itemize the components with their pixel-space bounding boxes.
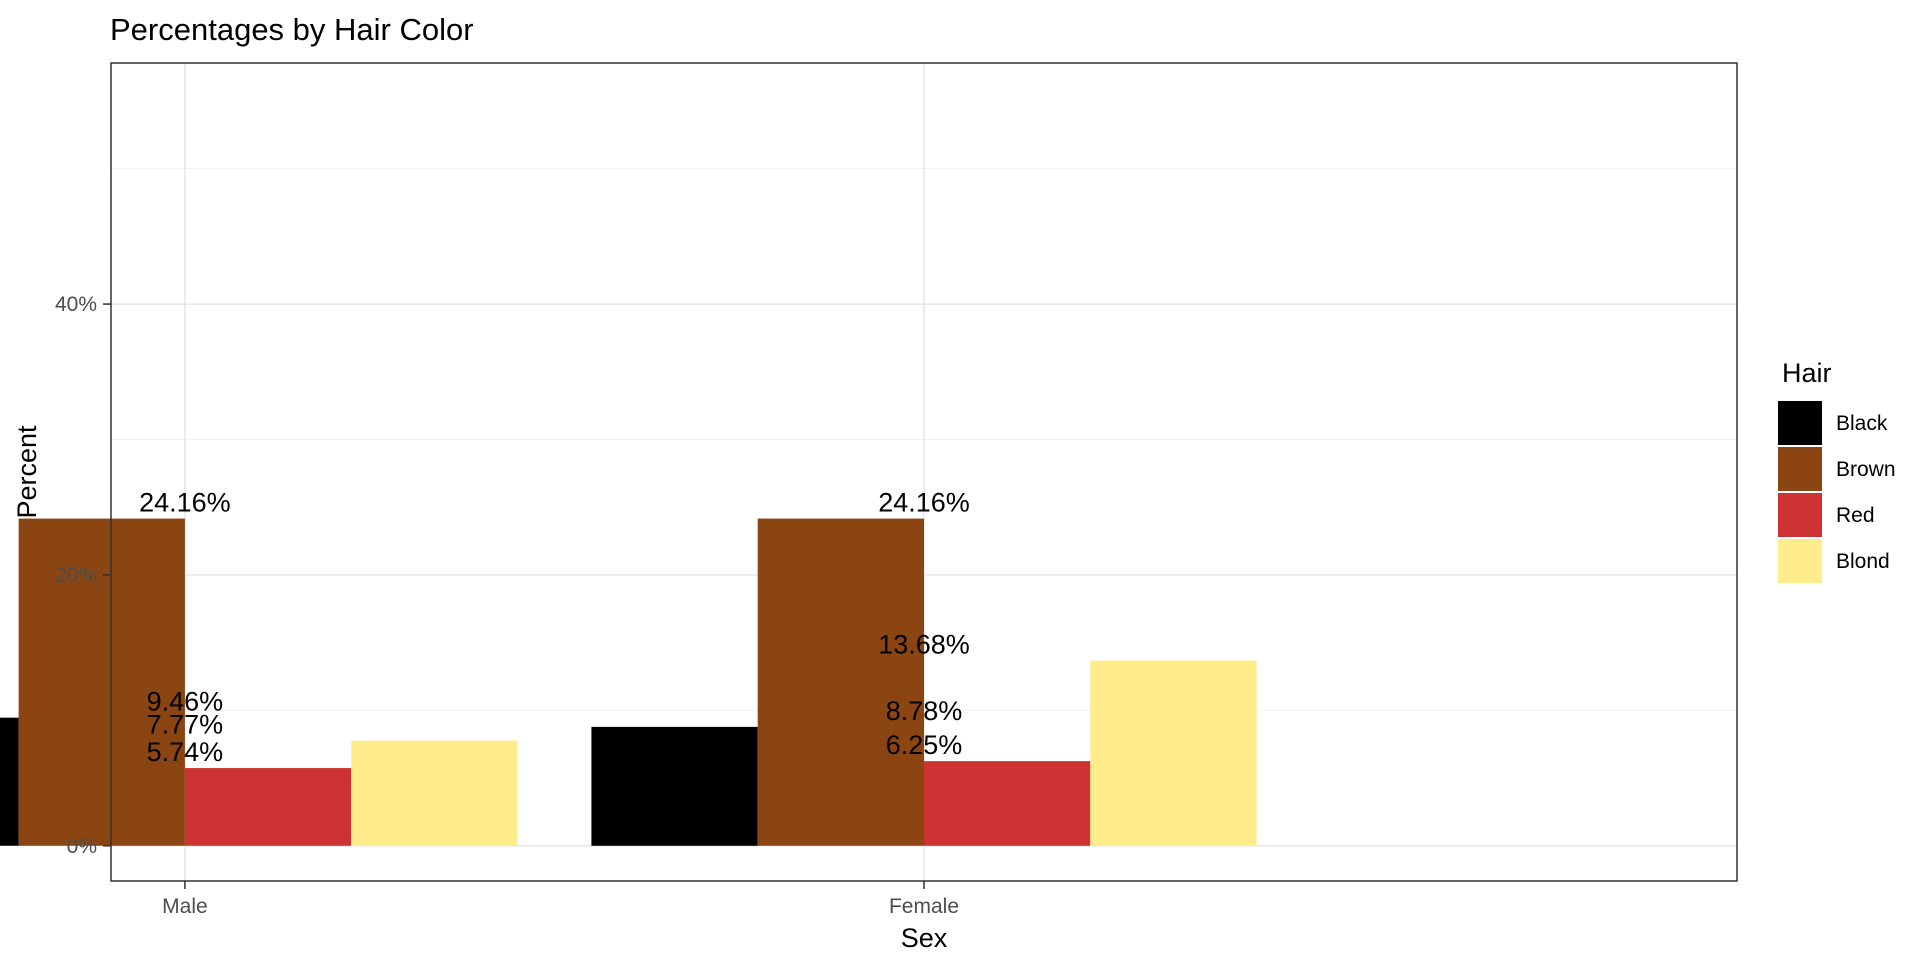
data-label: 7.77% [147,710,224,740]
legend-label-brown: Brown [1836,458,1896,481]
x-axis: Male Female [162,881,959,918]
y-axis-title: Percent [12,425,42,519]
bars [0,518,1257,846]
y-tick-label: 0% [67,835,97,858]
bar-blond-female [1090,660,1257,846]
x-axis-title: Sex [901,923,948,953]
legend-label-red: Red [1836,504,1875,527]
bar-blond-male [351,740,518,846]
x-tick-label: Male [162,895,208,918]
bar-black-male [0,717,19,846]
data-label: 24.16% [139,488,231,518]
data-label: 8.78% [886,696,963,726]
legend-key-brown [1778,447,1822,491]
data-labels: 9.46% 8.78% 24.16% 24.16% 5.74% 6.25% 7.77% 13.… [139,488,970,767]
legend-title: Hair [1782,358,1832,388]
legend-key-red [1778,493,1822,537]
data-label: 13.68% [878,630,970,660]
data-label: 9.46% [147,687,224,717]
bar-brown-male [18,518,185,846]
legend-label-blond: Blond [1836,550,1890,573]
legend-label-black: Black [1836,412,1888,435]
bar-red-male [184,768,352,846]
data-label: 6.25% [886,730,963,760]
legend: Hair Black Brown Red Blond [1778,358,1896,583]
chart-title: Percentages by Hair Color [110,12,474,47]
data-label: 24.16% [878,488,970,518]
bar-black-female [591,726,758,846]
x-tick-label: Female [889,895,959,918]
bar-brown-female [757,518,924,846]
y-tick-label: 40% [55,293,97,316]
legend-key-black [1778,401,1822,445]
bar-red-female [924,761,1091,846]
legend-key-blond [1778,539,1822,583]
y-axis: 0% 20% 40% [55,293,111,858]
y-tick-label: 20% [55,564,97,587]
data-label: 5.74% [147,737,224,767]
